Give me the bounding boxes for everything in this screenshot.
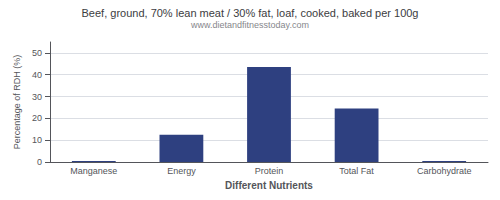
svg-text:www.dietandfitnesstoday.com: www.dietandfitnesstoday.com: [190, 20, 309, 30]
svg-text:Beef, ground, 70% lean meat /: Beef, ground, 70% lean meat / 30% fat, l…: [82, 7, 419, 19]
svg-text:Carbohydrate: Carbohydrate: [417, 166, 472, 176]
svg-text:10: 10: [32, 135, 42, 145]
svg-text:Percentage of RDH (%): Percentage of RDH (%): [12, 55, 22, 150]
svg-text:30: 30: [32, 92, 42, 102]
svg-text:Total Fat: Total Fat: [339, 166, 374, 176]
svg-text:50: 50: [32, 48, 42, 58]
svg-text:Protein: Protein: [255, 166, 284, 176]
svg-text:0: 0: [37, 157, 42, 167]
svg-text:20: 20: [32, 113, 42, 123]
svg-text:Manganese: Manganese: [70, 166, 117, 176]
svg-text:40: 40: [32, 70, 42, 80]
svg-text:Energy: Energy: [167, 166, 196, 176]
svg-text:Different Nutrients: Different Nutrients: [225, 180, 313, 191]
